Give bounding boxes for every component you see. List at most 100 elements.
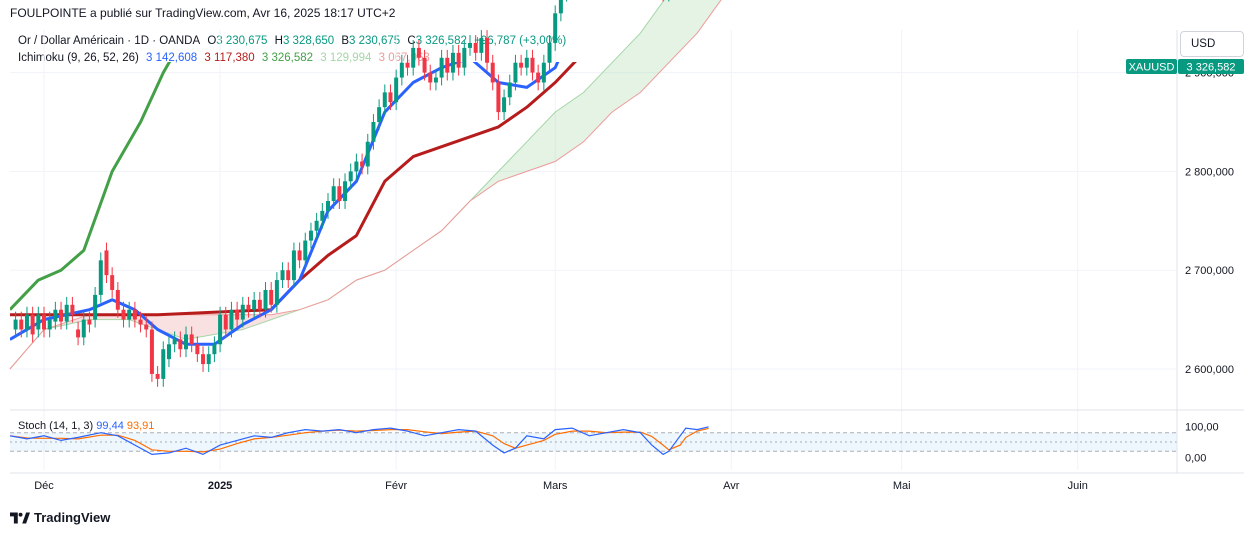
candle-body [433, 77, 438, 83]
candle-body [13, 319, 18, 330]
candle-body [149, 329, 154, 374]
x-tick-label: Avr [723, 480, 740, 492]
candle-body [166, 344, 171, 360]
price-tags: XAUUSD 3 326,582 [1126, 59, 1244, 74]
x-tick-label: Juin [1068, 480, 1088, 492]
candle-body [445, 57, 450, 73]
tradingview-icon [10, 511, 30, 524]
stoch-tick-label: 0,00 [1185, 453, 1206, 465]
stoch-d-value: 93,91 [126, 420, 155, 432]
y-tick-label: 2 800,000 [1185, 166, 1234, 178]
stoch-k-line [9, 426, 709, 456]
ichimoku-span-a-value: 3 129,994 [320, 52, 372, 64]
candle-body [303, 240, 308, 261]
candle-body [59, 309, 64, 322]
candle-body [490, 62, 495, 83]
candle-body [496, 82, 501, 113]
candle-body [235, 309, 240, 320]
x-tick-label: Févr [385, 480, 407, 492]
currency-button[interactable]: USD [1180, 31, 1244, 57]
ichimoku-legend: Ichimoku (9, 26, 52, 26) 3 142,608 3 117… [18, 52, 434, 64]
candle-body [64, 304, 69, 322]
candle-body [30, 314, 35, 335]
candle-body [280, 270, 285, 281]
candle-body [320, 210, 325, 221]
candle-body [348, 171, 353, 182]
candle-body [36, 314, 41, 330]
change-value: +96,787 (+3,00%) [474, 35, 567, 47]
candle-body [132, 309, 137, 320]
ichimoku-lines [10, 62, 577, 346]
candle-body [263, 289, 268, 310]
candle-body [377, 107, 382, 122]
candle-body [462, 47, 467, 68]
candle-body [206, 354, 211, 365]
candle-body [110, 275, 115, 290]
candle-body [473, 42, 478, 53]
candle-body [269, 289, 274, 305]
candle-body [81, 319, 86, 338]
last-price-tag: 3 326,582 [1187, 62, 1236, 74]
open-value: O3 230,675 [207, 35, 268, 47]
candle-body [201, 354, 206, 365]
candle-body [485, 38, 490, 63]
candle-body [286, 270, 291, 281]
tradingview-logo[interactable]: TradingView [10, 510, 110, 525]
candle-body [558, 0, 563, 14]
ichimoku-tenkan-value: 3 142,608 [146, 52, 198, 64]
candle-body [399, 62, 404, 78]
candle-body [178, 339, 183, 350]
candle-body [291, 250, 296, 281]
stoch-label[interactable]: Stoch (14, 1, 3) [18, 420, 94, 432]
candle-body [218, 314, 223, 345]
ichimoku-chikou-value: 3 326,582 [261, 52, 314, 64]
candle-body [76, 329, 81, 338]
candle-body [115, 289, 120, 310]
candle-body [530, 57, 535, 73]
candle-body [53, 309, 58, 322]
symbol-name[interactable]: Or / Dollar Américain · 1D · OANDA [18, 35, 201, 47]
candle-body [274, 280, 279, 305]
candle-body [360, 161, 365, 167]
candle-body [524, 57, 529, 68]
symbol-tag: XAUUSD [1129, 62, 1175, 74]
candle-body [365, 141, 370, 167]
candle-body [189, 334, 194, 345]
stoch-k-value: 99,44 [96, 420, 124, 432]
candle-body [24, 314, 29, 330]
candle-body [252, 299, 257, 310]
candle-body [42, 314, 46, 330]
cloud-fill [299, 0, 721, 310]
candle-body [308, 230, 313, 241]
price-legend: Or / Dollar Américain · 1D · OANDA O3 23… [18, 35, 570, 47]
candle-body [19, 319, 24, 330]
candle-body [428, 72, 433, 83]
last-price-tag-bg [1178, 59, 1244, 74]
candle-body [468, 42, 472, 48]
candle-body [195, 344, 200, 355]
candle-body [354, 161, 359, 172]
ichimoku-label[interactable]: Ichimoku (9, 26, 52, 26) [18, 52, 139, 64]
candle-body [553, 13, 558, 43]
stoch-tick-label: 100,00 [1185, 422, 1219, 434]
candle-body [502, 97, 507, 113]
candle-body [104, 250, 109, 276]
x-tick-label: 2025 [208, 480, 232, 492]
candle-body [541, 62, 546, 83]
candle-body [536, 72, 541, 83]
candle-body [240, 304, 245, 320]
candle-body [331, 186, 336, 202]
candle-body [337, 186, 342, 202]
candle-body [382, 92, 387, 108]
candle-body [229, 309, 234, 330]
candle-body [138, 319, 143, 325]
tenkan-sen-line [10, 62, 560, 346]
candle-body [155, 373, 160, 379]
candle-body [93, 294, 98, 320]
grid-lines [10, 30, 1177, 470]
candle-body [479, 38, 484, 53]
stoch-legend: Stoch (14, 1, 3) 99,44 93,91 [18, 420, 154, 432]
candle-body [87, 319, 92, 325]
candle-body [144, 324, 149, 330]
